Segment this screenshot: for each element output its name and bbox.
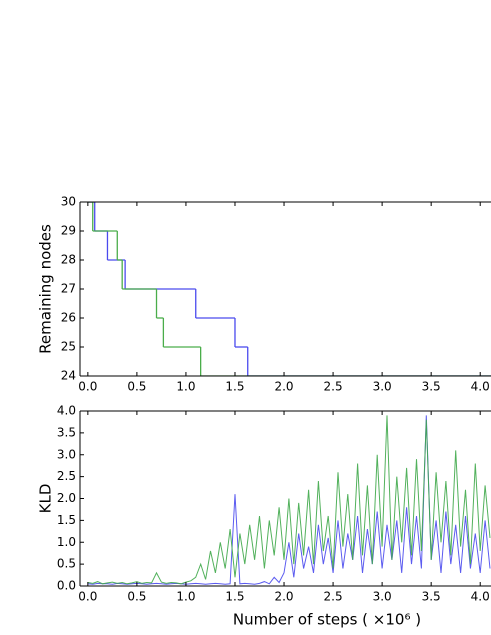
x-tick-label: 4.0 xyxy=(471,590,490,604)
x-tick-label: 1.0 xyxy=(176,380,195,394)
y-tick-label: 2.5 xyxy=(57,469,76,483)
x-tick-label: 2.5 xyxy=(324,590,343,604)
x-tick-label: 0.5 xyxy=(127,590,146,604)
x-tick-label: 0.0 xyxy=(78,590,97,604)
x-tick-label: 2.0 xyxy=(274,380,293,394)
y-tick-label: 30 xyxy=(61,195,76,209)
x-tick-label: 3.5 xyxy=(422,590,441,604)
x-tick-label: 2.5 xyxy=(324,380,343,394)
y-tick-label: 28 xyxy=(61,253,76,267)
x-tick-label: 1.0 xyxy=(176,590,195,604)
x-tick-label: 3.5 xyxy=(422,380,441,394)
y-tick-label: 26 xyxy=(61,311,76,325)
x-tick-label: 3.0 xyxy=(373,380,392,394)
y-tick-label: 3.5 xyxy=(57,425,76,439)
x-tick-label: 1.5 xyxy=(225,380,244,394)
x-tick-label: 2.0 xyxy=(274,590,293,604)
y-axis-label: Remaining nodes xyxy=(37,224,55,354)
x-tick-label: 0.5 xyxy=(127,380,146,394)
y-tick-label: 1.5 xyxy=(57,513,76,527)
y-tick-label: 1.0 xyxy=(57,535,76,549)
x-tick-label: 4.0 xyxy=(471,380,490,394)
y-tick-label: 3.0 xyxy=(57,447,76,461)
y-tick-label: 25 xyxy=(61,340,76,354)
y-tick-label: 4.0 xyxy=(57,404,76,418)
y-tick-label: 29 xyxy=(61,224,76,238)
x-tick-label: 1.5 xyxy=(225,590,244,604)
x-axis-label: Number of steps ( ×10⁶ ) xyxy=(233,611,421,629)
x-tick-label: 0.0 xyxy=(78,380,97,394)
y-tick-label: 27 xyxy=(61,282,76,296)
y-axis-label: KLD xyxy=(37,484,55,514)
plot-area xyxy=(87,415,491,585)
kld-line xyxy=(87,415,491,585)
y-tick-label: 0.0 xyxy=(57,579,76,593)
y-tick-label: 24 xyxy=(61,369,76,383)
y-tick-label: 2.0 xyxy=(57,491,76,505)
x-tick-label: 3.0 xyxy=(373,590,392,604)
y-tick-label: 0.5 xyxy=(57,557,76,571)
plot-area xyxy=(87,202,491,376)
